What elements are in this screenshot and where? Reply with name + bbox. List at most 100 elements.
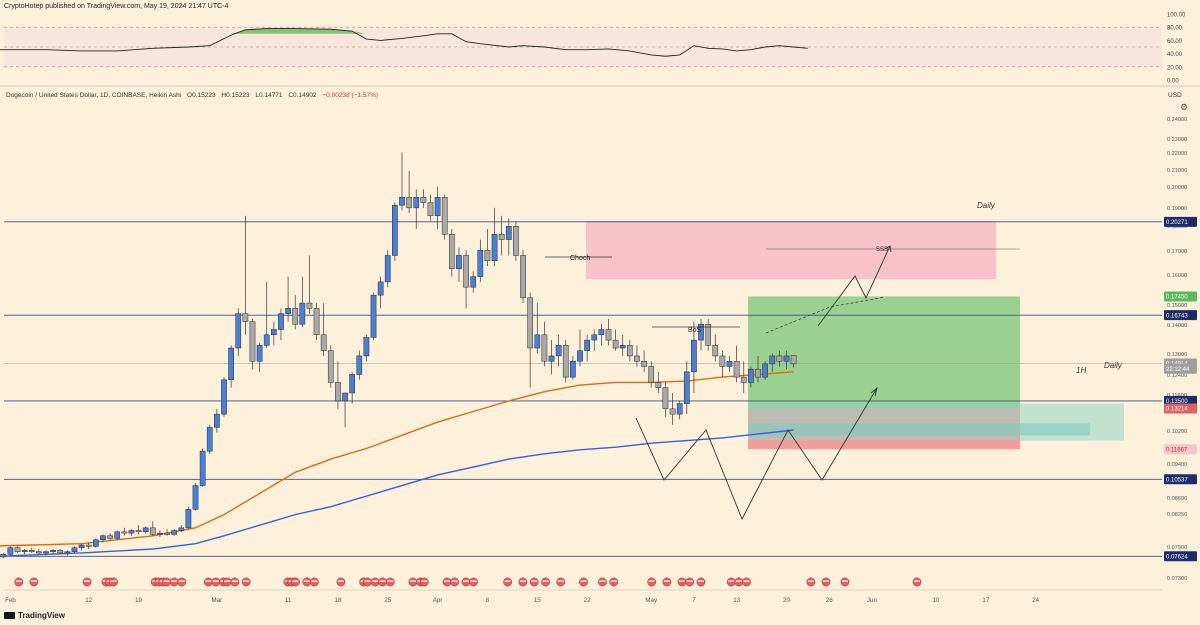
candle-body [392,204,398,256]
flag-stripe [463,580,469,582]
candle-body [719,355,726,367]
price-label-text: 0.17450 [1166,295,1188,301]
candle-body [762,363,768,378]
economic-event-flag-icon [241,577,251,587]
rsi-tick-label: 40.00 [1167,52,1183,58]
price-tick-label: 0.19000 [1167,206,1187,212]
ohlc-open: O0.15223 [187,92,216,99]
candle-body [270,329,277,336]
candle-body [107,535,113,539]
candle-body [605,329,612,341]
candle-body [249,321,256,362]
symbol-name[interactable]: Dogecoin / United States Dollar, 1D, COI… [6,92,182,99]
time-tick-label: 26 [826,597,833,604]
economic-event-flag-icon [29,577,39,587]
price-tick-label: 0.16000 [1167,273,1187,279]
candle-body [612,339,619,349]
candle-body [64,551,71,554]
candle-body [57,550,64,554]
flag-stripe [379,580,386,582]
candle-body [634,355,640,362]
price-label-box [1164,310,1197,321]
price-tick-label: 0.10200 [1167,429,1187,435]
price-label-text: 22:12:44 [1166,367,1190,373]
ohlc-change: −0.00238 (−1.57%) [322,92,379,99]
candle-body [313,308,320,336]
price-label-box [1164,395,1197,406]
candle-body [100,535,106,541]
price-label-text: 0.07624 [1166,555,1188,561]
candle-body [342,392,348,402]
candle-body [185,509,192,529]
flag-stripe [823,580,830,582]
candle-body [142,527,149,533]
time-tick-label: 7 [692,597,696,604]
currency-label[interactable]: USD [1168,92,1182,99]
tradingview-brand[interactable]: TradingView [4,611,65,620]
price-tick-label: 0.24000 [1167,117,1187,123]
candle-body [256,345,263,362]
price-tick-label: 0.09400 [1167,462,1187,468]
candle-body [263,334,270,346]
candle-body [427,202,434,217]
candle-body [733,360,740,378]
economic-event-flag-icon [912,577,922,587]
economic-event-flag-icon [662,577,672,587]
time-tick-label: 15 [534,597,541,604]
candle-body [413,197,420,209]
candle-body [648,366,655,383]
candle-body [748,368,754,383]
candle-body [598,329,605,336]
candle-body [740,376,747,383]
scale-settings-icon[interactable]: ⚙ [1180,102,1189,112]
flag-stripe [409,580,416,582]
flag-stripe [743,580,750,582]
time-tick-label: 10 [933,597,940,604]
candle-body [555,345,562,357]
economic-event-flag-icon [461,577,471,587]
price-label-text: 0.13214 [1166,407,1188,413]
w-pattern-drawing [635,387,878,521]
candle-body [221,379,227,415]
candle-body [484,249,491,261]
candle-body [149,527,156,535]
candle-body [619,345,626,349]
time-tick-label: 13 [733,597,740,604]
candle-body [570,360,576,378]
price-tick-label: 0.14000 [1167,323,1187,329]
flag-stripe [303,580,310,582]
flag-stripe [372,580,379,582]
ema-orange-line [0,371,794,547]
economic-event-flag-icon [82,577,92,587]
price-tick-label: 0.12400 [1167,373,1187,379]
candle-body [456,255,462,269]
flag-stripe [311,580,318,582]
economic-event-flag-icon [378,577,388,587]
economic-event-flag-icon [518,577,528,587]
flag-stripe [542,580,549,582]
candle-body [192,485,199,510]
rsi-tick-label: 60.00 [1167,39,1183,45]
daily-supply-label: Daily [977,201,996,210]
time-tick-label: 8 [486,597,490,604]
price-tick-label: 0.18000 [1167,224,1187,230]
candle-body [228,347,234,381]
price-tick-label: 0.23000 [1167,137,1187,143]
candle-body [641,360,647,367]
flag-stripe [224,580,231,582]
candle-body [78,544,85,548]
flag-stripe [84,580,91,582]
economic-event-flag-icon [821,577,831,587]
candle-body [406,197,412,209]
sss-label: SSS [876,247,888,253]
economic-event-flag-icon [685,577,695,587]
economic-event-flag-icon [742,577,751,587]
daily-demand-label: Daily [1104,361,1123,370]
economic-event-flag-icon [169,577,179,587]
economic-event-flag-icon [647,577,657,587]
long-target-box [748,296,1020,409]
price-tick-label: 0.21000 [1167,168,1187,174]
price-label-text: 0.11667 [1166,448,1188,454]
candle-body [92,539,99,547]
